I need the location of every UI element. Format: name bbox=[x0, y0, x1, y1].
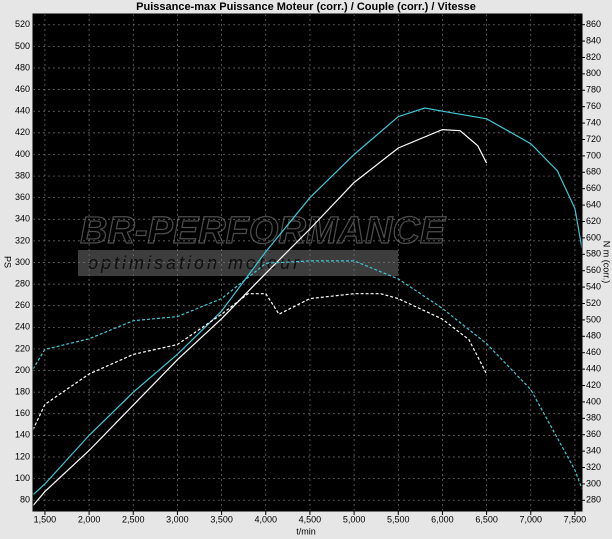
y2-tick-label: 520 bbox=[586, 298, 601, 308]
y-tick-label: 360 bbox=[15, 192, 30, 202]
y2-tick-label: 500 bbox=[586, 314, 601, 324]
y-tick-label: 160 bbox=[15, 408, 30, 418]
watermark-band bbox=[78, 250, 398, 276]
watermark-text: BR-PERFORMANCE bbox=[80, 210, 447, 252]
x-axis-label: t/min bbox=[296, 526, 316, 536]
y-tick-label: 500 bbox=[15, 41, 30, 51]
x-tick-label: 5,500 bbox=[387, 514, 410, 524]
y2-tick-label: 560 bbox=[586, 265, 601, 275]
x-tick-label: 6,000 bbox=[431, 514, 454, 524]
y2-tick-label: 460 bbox=[586, 347, 601, 357]
x-tick-label: 4,500 bbox=[299, 514, 322, 524]
x-tick-label: 1,500 bbox=[34, 514, 57, 524]
y2-tick-label: 420 bbox=[586, 380, 601, 390]
x-tick-label: 7,000 bbox=[520, 514, 543, 524]
y2-tick-label: 820 bbox=[586, 52, 601, 62]
y2-tick-label: 660 bbox=[586, 183, 601, 193]
series-line bbox=[32, 107, 583, 496]
y2-tick-label: 840 bbox=[586, 35, 601, 45]
x-tick-label: 2,500 bbox=[122, 514, 145, 524]
y2-tick-label: 400 bbox=[586, 396, 601, 406]
y2-tick-label: 360 bbox=[586, 429, 601, 439]
y2-tick-label: 680 bbox=[586, 167, 601, 177]
y2-tick-label: 620 bbox=[586, 216, 601, 226]
y2-tick-label: 480 bbox=[586, 331, 601, 341]
x-tick-label: 4,000 bbox=[254, 514, 277, 524]
y2-tick-label: 300 bbox=[586, 478, 601, 488]
y2-tick-label: 320 bbox=[586, 462, 601, 472]
y-tick-label: 80 bbox=[20, 495, 30, 505]
y-tick-label: 240 bbox=[15, 322, 30, 332]
y-tick-label: 140 bbox=[15, 430, 30, 440]
y2-tick-label: 540 bbox=[586, 281, 601, 291]
y2-axis-label: N m (corr.) bbox=[602, 241, 612, 284]
x-tick-label: 3,000 bbox=[166, 514, 189, 524]
y-tick-label: 460 bbox=[15, 84, 30, 94]
y2-tick-label: 860 bbox=[586, 19, 601, 29]
y2-tick-label: 340 bbox=[586, 446, 601, 456]
y2-tick-label: 800 bbox=[586, 68, 601, 78]
y2-tick-label: 640 bbox=[586, 199, 601, 209]
y2-tick-label: 580 bbox=[586, 249, 601, 259]
y-tick-label: 400 bbox=[15, 149, 30, 159]
y-tick-label: 180 bbox=[15, 387, 30, 397]
x-tick-label: 7,500 bbox=[564, 514, 587, 524]
y-tick-label: 120 bbox=[15, 451, 30, 461]
y2-tick-label: 740 bbox=[586, 117, 601, 127]
x-tick-label: 6,500 bbox=[475, 514, 498, 524]
chart-title: Puissance-max Puissance Moteur (corr.) /… bbox=[136, 1, 476, 13]
y2-tick-label: 280 bbox=[586, 495, 601, 505]
y-tick-label: 440 bbox=[15, 106, 30, 116]
y2-tick-label: 720 bbox=[586, 134, 601, 144]
y-tick-label: 340 bbox=[15, 214, 30, 224]
y2-tick-label: 760 bbox=[586, 101, 601, 111]
y-tick-label: 320 bbox=[15, 235, 30, 245]
y2-tick-label: 780 bbox=[586, 85, 601, 95]
y-tick-label: 380 bbox=[15, 170, 30, 180]
y-tick-label: 100 bbox=[15, 473, 30, 483]
x-tick-label: 2,000 bbox=[78, 514, 101, 524]
series-line bbox=[32, 293, 488, 431]
series-line bbox=[32, 128, 488, 506]
y-tick-label: 480 bbox=[15, 62, 30, 72]
y-tick-label: 300 bbox=[15, 257, 30, 267]
y-tick-label: 200 bbox=[15, 365, 30, 375]
y2-tick-label: 380 bbox=[586, 413, 601, 423]
y-tick-label: 520 bbox=[15, 19, 30, 29]
x-tick-label: 3,500 bbox=[210, 514, 233, 524]
y-tick-label: 220 bbox=[15, 343, 30, 353]
y2-tick-label: 700 bbox=[586, 150, 601, 160]
y2-tick-label: 440 bbox=[586, 363, 601, 373]
y2-tick-label: 600 bbox=[586, 232, 601, 242]
y-axis-label: PS bbox=[3, 256, 13, 268]
y-tick-label: 280 bbox=[15, 278, 30, 288]
plot-frame bbox=[32, 13, 583, 512]
watermark: BR-PERFORMANCE optimisation moteur bbox=[78, 209, 447, 276]
y-tick-label: 420 bbox=[15, 127, 30, 137]
y-tick-label: 260 bbox=[15, 300, 30, 310]
x-tick-label: 5,000 bbox=[343, 514, 366, 524]
